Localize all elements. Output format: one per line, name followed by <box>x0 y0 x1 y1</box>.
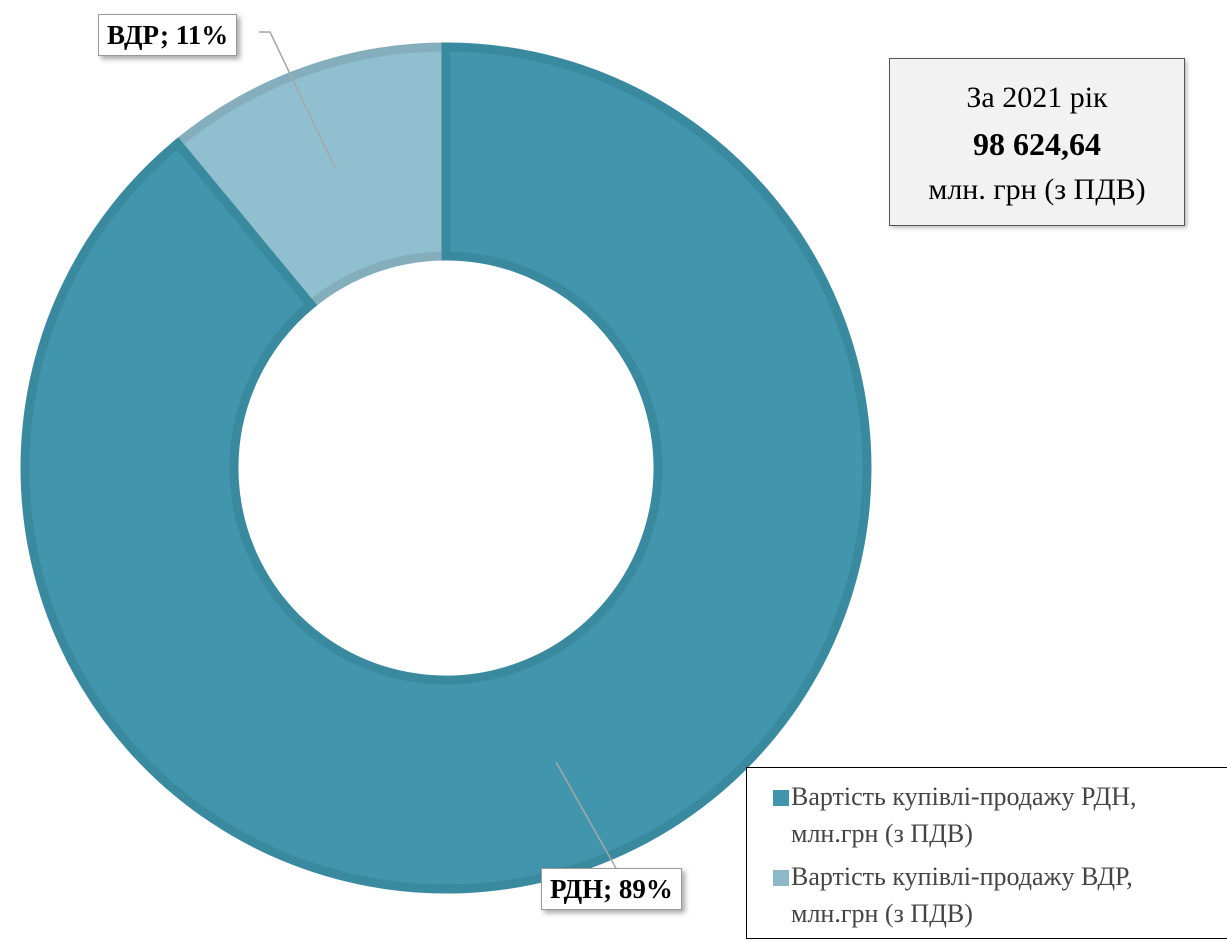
data-label-rdn: РДН; 89% <box>541 868 682 910</box>
legend-text-vdr-2: млн.грн (з ПДВ) <box>791 899 973 928</box>
leader-line-vdr <box>259 31 336 169</box>
donut-slice-rdn <box>20 42 872 894</box>
chart-legend: Вартість купівлі-продажу РДН, млн.грн (з… <box>746 767 1227 939</box>
leader-line-rdn <box>555 761 627 887</box>
legend-item-rdn: Вартість купівлі-продажу РДН, млн.грн (з… <box>773 778 1227 852</box>
donut-slice-vdr <box>171 42 451 311</box>
total-unit: млн. грн (з ПДВ) <box>928 173 1146 206</box>
legend-text-rdn-1: Вартість купівлі-продажу РДН, <box>791 782 1137 811</box>
total-value: 98 624,64 <box>973 126 1101 162</box>
total-summary-box: За 2021 рік 98 624,64 млн. грн (з ПДВ) <box>889 58 1185 226</box>
legend-item-vdr: Вартість купівлі-продажу ВДР, млн.грн (з… <box>773 858 1227 932</box>
legend-swatch-vdr <box>773 870 789 886</box>
total-period: За 2021 рік <box>966 81 1108 114</box>
legend-text-vdr-1: Вартість купівлі-продажу ВДР, <box>791 862 1133 891</box>
data-label-vdr: ВДР; 11% <box>98 14 238 56</box>
legend-swatch-rdn <box>773 790 789 806</box>
legend-text-rdn-2: млн.грн (з ПДВ) <box>791 819 973 848</box>
